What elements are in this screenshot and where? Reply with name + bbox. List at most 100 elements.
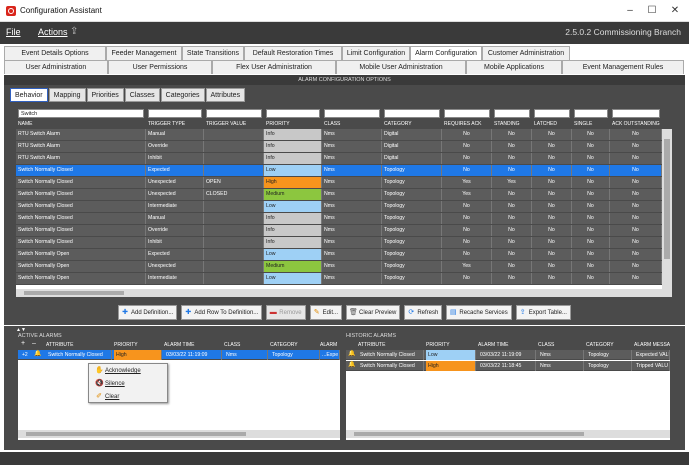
filter-input-category[interactable]	[384, 109, 440, 118]
close-button[interactable]: ✕	[670, 5, 680, 16]
table-row[interactable]: RTU Switch Alarm Manual Info Nms Digital No No…	[16, 129, 662, 141]
collapse-all-button[interactable]: –	[32, 340, 36, 347]
active-column-alarm[interactable]: ALARM	[320, 342, 338, 348]
subtab-classes[interactable]: Classes	[124, 88, 160, 102]
column-header-trigger-value[interactable]: TRIGGER VALUE	[206, 121, 247, 127]
table-row[interactable]: RTU Switch Alarm Override Info Nms Digital No…	[16, 141, 662, 153]
column-header-standing[interactable]: STANDING	[494, 121, 520, 127]
historic-column-priority[interactable]: PRIORITY	[426, 342, 450, 348]
historic-horizontal-scrollbar[interactable]	[346, 430, 670, 438]
subtab-priorities[interactable]: Priorities	[86, 88, 124, 102]
table-row[interactable]: Switch Normally Open Unexpected Medium Nms T…	[16, 261, 662, 273]
table-vertical-scrollbar[interactable]	[662, 129, 672, 289]
table-row[interactable]: Switch Normally Closed Intermediate Low Nms…	[16, 201, 662, 213]
table-row[interactable]: RTU Switch Alarm Inhibit Info Nms Digital No N…	[16, 153, 662, 165]
add-row-button[interactable]: ✚ Add Row To Definition...	[181, 305, 263, 320]
column-header-latched[interactable]: LATCHED	[534, 121, 557, 127]
column-header-name[interactable]: NAME	[18, 121, 33, 127]
subtab-attributes[interactable]: Attributes	[205, 88, 246, 102]
active-scroll-thumb[interactable]	[26, 432, 246, 436]
column-header-single[interactable]: SINGLE	[574, 121, 593, 127]
recache-services-button[interactable]: ▤ Recache Services	[446, 305, 512, 320]
table-row[interactable]: Switch Normally Closed Manual Info Nms Topol…	[16, 213, 662, 225]
tab-feeder-management[interactable]: Feeder Management	[106, 46, 182, 60]
table-row[interactable]: Switch Normally Closed Inhibit Info Nms Topo…	[16, 237, 662, 249]
subtab-categories[interactable]: Categories	[160, 88, 205, 102]
table-horizontal-scrollbar[interactable]	[16, 289, 672, 297]
active-column-category[interactable]: CATEGORY	[270, 342, 298, 348]
column-header-priority[interactable]: PRIORITY	[266, 121, 290, 127]
table-row[interactable]: Switch Normally Closed Expected Low Nms Topo…	[16, 165, 662, 177]
clear-preview-button[interactable]: 🗑 Clear Preview	[345, 305, 401, 320]
table-row[interactable]: Switch Normally Closed Unexpected OPEN High…	[16, 177, 662, 189]
expand-all-button[interactable]: +	[21, 340, 26, 347]
tab-state-transitions[interactable]: State Transitions	[182, 46, 244, 60]
column-header-class[interactable]: CLASS	[324, 121, 341, 127]
vertical-scroll-thumb[interactable]	[664, 139, 670, 259]
active-column-alarm-time[interactable]: ALARM TIME	[164, 342, 195, 348]
active-column-attribute[interactable]: ATTRIBUTE	[46, 342, 74, 348]
column-header-requires-ack[interactable]: REQUIRES ACK	[444, 121, 482, 127]
menu-actions[interactable]: Actions	[38, 27, 68, 37]
collapse-icon[interactable]: ▲▼	[16, 327, 26, 333]
active-alarm-row[interactable]: +2 🔔 Switch Normally Closed High 03/03/22 11…	[18, 350, 340, 360]
filter-input-standing[interactable]	[494, 109, 530, 118]
export-table-button[interactable]: ⇪ Export Table...	[515, 305, 571, 320]
historic-alarm-row[interactable]: 🔔 Switch Normally Closed Low 03/03/22 11:19…	[346, 350, 670, 360]
filter-input-requires-ack[interactable]	[444, 109, 490, 118]
edit-button[interactable]: ✎ Edit...	[309, 305, 342, 320]
tab-event-details-options[interactable]: Event Details Options	[4, 46, 106, 60]
table-row[interactable]: Switch Normally Open Intermediate Low Nms To…	[16, 273, 662, 285]
tab-default-restoration-times[interactable]: Default Restoration Times	[244, 46, 342, 60]
historic-column-class[interactable]: CLASS	[538, 342, 555, 348]
table-row[interactable]: Switch Normally Closed Unexpected CLOSED Me…	[16, 189, 662, 201]
historic-column-alarm-time[interactable]: ALARM TIME	[478, 342, 509, 348]
filter-input-priority[interactable]	[266, 109, 320, 118]
filter-input-name[interactable]: Switch	[18, 109, 144, 118]
menu-item-acknowledge[interactable]: ✋Acknowledge	[95, 367, 141, 374]
menu-item-clear[interactable]: ✐ Clear	[96, 393, 120, 400]
table-cell: Topology	[382, 177, 442, 188]
filter-input-trigger-value[interactable]	[206, 109, 262, 118]
table-row[interactable]: Switch Normally Open Expected Low Nms Topolo…	[16, 249, 662, 261]
filter-input-ack-outstanding[interactable]	[612, 109, 660, 118]
tab-limit-configuration[interactable]: Limit Configuration	[342, 46, 410, 60]
refresh-button[interactable]: ⟳ Refresh	[404, 305, 443, 320]
filter-input-trigger-type[interactable]	[148, 109, 202, 118]
filter-input-latched[interactable]	[534, 109, 570, 118]
filter-input-single[interactable]	[574, 109, 608, 118]
tab-user-administration[interactable]: User Administration	[4, 60, 108, 74]
column-header-ack-outstanding[interactable]: ACK OUTSTANDING	[612, 121, 660, 127]
maximize-button[interactable]: ☐	[647, 5, 657, 16]
column-header-trigger-type[interactable]: TRIGGER TYPE	[148, 121, 186, 127]
historic-column-alarm-messa[interactable]: ALARM MESSA	[634, 342, 670, 348]
tab-customer-administration[interactable]: Customer Administration	[482, 46, 570, 60]
active-column-class[interactable]: CLASS	[224, 342, 241, 348]
upload-icon[interactable]: ⇪	[70, 26, 79, 37]
historic-column-attribute[interactable]: ATTRIBUTE	[358, 342, 386, 348]
filter-input-class[interactable]	[324, 109, 380, 118]
menu-item-silence[interactable]: 🔇Silence	[95, 380, 125, 387]
subtab-behavior[interactable]: Behavior	[10, 88, 48, 102]
historic-column-category[interactable]: CATEGORY	[586, 342, 614, 348]
tab-flex-user-administration[interactable]: Flex User Administration	[212, 60, 336, 74]
active-column-priority[interactable]: PRIORITY	[114, 342, 138, 348]
table-cell: Digital	[382, 141, 442, 152]
menu-file[interactable]: File	[6, 27, 21, 37]
tab-user-permissions[interactable]: User Permissions	[108, 60, 212, 74]
historic-scroll-thumb[interactable]	[354, 432, 584, 436]
active-horizontal-scrollbar[interactable]	[18, 430, 340, 438]
horizontal-scroll-thumb[interactable]	[24, 291, 124, 295]
minimize-button[interactable]: –	[627, 5, 633, 16]
tab-alarm-configuration[interactable]: Alarm Configuration	[410, 46, 482, 60]
subtab-mapping[interactable]: Mapping	[48, 88, 86, 102]
tab-mobile-applications[interactable]: Mobile Applications	[466, 60, 562, 74]
remove-button[interactable]: ▬ Remove	[266, 305, 306, 320]
tab-mobile-user-administration[interactable]: Mobile User Administration	[336, 60, 466, 74]
table-row[interactable]: Switch Normally Closed Override Info Nms Top…	[16, 225, 662, 237]
historic-alarm-row[interactable]: 🔔 Switch Normally Closed High 03/03/22 11:1…	[346, 361, 670, 371]
tab-event-management-rules[interactable]: Event Management Rules	[562, 60, 684, 74]
column-header-category[interactable]: CATEGORY	[384, 121, 412, 127]
table-cell: No	[532, 273, 572, 284]
add-definition-button[interactable]: ✚ Add Definition...	[118, 305, 178, 320]
